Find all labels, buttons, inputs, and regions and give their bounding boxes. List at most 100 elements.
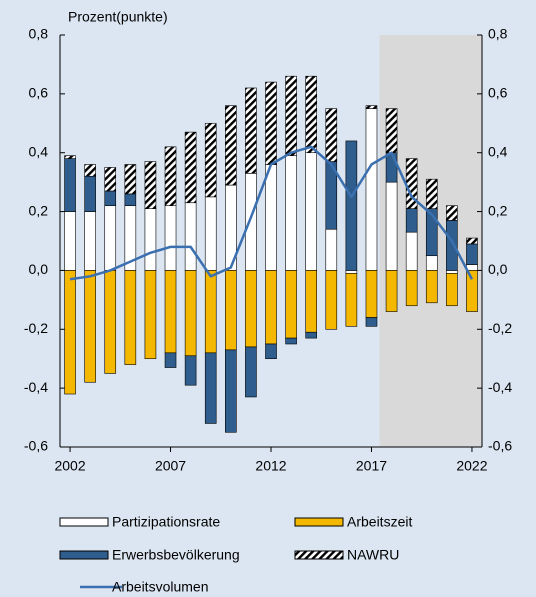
bar: [164, 270, 177, 354]
y-axis-label: Prozent(punkte): [68, 9, 168, 25]
bar: [124, 164, 137, 195]
bar: [305, 270, 317, 333]
bar: [225, 270, 237, 351]
bar: [64, 211, 76, 271]
bar: [325, 108, 338, 162]
bar: [365, 108, 378, 271]
y2-tick-label: 0,8: [488, 26, 508, 42]
y2-tick-label: 0,0: [488, 261, 508, 277]
bar: [385, 152, 398, 183]
bar: [405, 231, 418, 271]
bar: [285, 155, 297, 271]
bar: [425, 270, 438, 304]
bar: [64, 270, 76, 395]
x-tick-label: 2002: [54, 458, 85, 474]
bar: [64, 158, 76, 212]
bar: [325, 270, 338, 330]
y-tick-label: 0,4: [29, 143, 49, 159]
bar: [425, 178, 438, 209]
bar: [305, 152, 317, 271]
bar: [385, 108, 398, 154]
bar: [164, 352, 177, 368]
bar: [124, 270, 137, 365]
x-tick-label: 2017: [356, 458, 387, 474]
bar: [365, 270, 378, 318]
bar: [305, 75, 317, 154]
bar: [265, 164, 277, 271]
y-tick-label: 0,8: [29, 26, 49, 42]
x-tick-label: 2012: [255, 458, 286, 474]
bar: [285, 337, 297, 345]
bar: [204, 270, 217, 354]
bar: [104, 167, 117, 192]
y-tick-label: -0,6: [24, 438, 48, 454]
y2-tick-label: -0,6: [488, 438, 512, 454]
bar: [184, 202, 197, 271]
bar: [365, 317, 378, 327]
y2-tick-label: 0,6: [488, 85, 508, 101]
bar: [104, 205, 117, 271]
legend-label: Arbeitszeit: [347, 514, 412, 530]
x-tick-label: 2022: [456, 458, 487, 474]
y2-tick-label: 0,4: [488, 143, 508, 159]
bar: [446, 205, 458, 221]
bar: [204, 352, 217, 424]
bar: [265, 343, 277, 360]
line: [69, 145, 474, 281]
bar: [164, 205, 177, 271]
bar: [446, 270, 458, 274]
bar: [245, 270, 257, 348]
y-tick-label: 0,0: [29, 261, 49, 277]
bar: [305, 331, 317, 339]
bar: [466, 270, 478, 312]
bar: [265, 81, 277, 165]
bar: [124, 193, 137, 206]
bar: [466, 237, 478, 245]
bar: [265, 270, 277, 345]
bar: [84, 164, 96, 177]
bar: [184, 270, 197, 357]
bar: [325, 228, 338, 271]
bar: [84, 211, 96, 271]
legend-label: Partizipationsrate: [112, 514, 220, 530]
y2-tick-label: -0,2: [488, 320, 512, 336]
bar: [446, 220, 458, 271]
legend-swatch: [294, 517, 344, 527]
bar: [405, 208, 418, 233]
bar: [245, 173, 257, 271]
bar: [345, 273, 358, 327]
bar: [425, 255, 438, 271]
y-tick-label: 0,6: [29, 85, 49, 101]
y-tick-label: 0,2: [29, 202, 49, 218]
legend-label: Erwerbsbevölkerung: [112, 547, 240, 563]
bar: [285, 75, 297, 156]
legend-label: Arbeitsvolumen: [112, 579, 209, 595]
legend-swatch: [59, 517, 109, 527]
legend-swatch: [59, 550, 109, 560]
y-tick-label: -0,4: [24, 379, 48, 395]
bar: [144, 161, 157, 209]
bar: [225, 349, 237, 433]
legend-swatch: [294, 550, 344, 560]
bar: [64, 155, 76, 159]
bar: [385, 270, 398, 312]
bar: [104, 190, 117, 206]
bar: [365, 105, 378, 109]
bar: [104, 270, 117, 374]
bar: [184, 355, 197, 386]
bar: [204, 122, 217, 198]
bar: [345, 270, 358, 274]
bar: [204, 196, 217, 271]
y2-tick-label: 0,2: [488, 202, 508, 218]
bar: [405, 270, 418, 307]
bar: [446, 273, 458, 307]
y-tick-label: -0,2: [24, 320, 48, 336]
bar: [84, 175, 96, 212]
bar: [144, 208, 157, 271]
bar: [285, 270, 297, 339]
legend-label: NAWRU: [347, 547, 399, 563]
x-tick-label: 2007: [155, 458, 186, 474]
y2-tick-label: -0,4: [488, 379, 512, 395]
bar: [225, 105, 237, 186]
